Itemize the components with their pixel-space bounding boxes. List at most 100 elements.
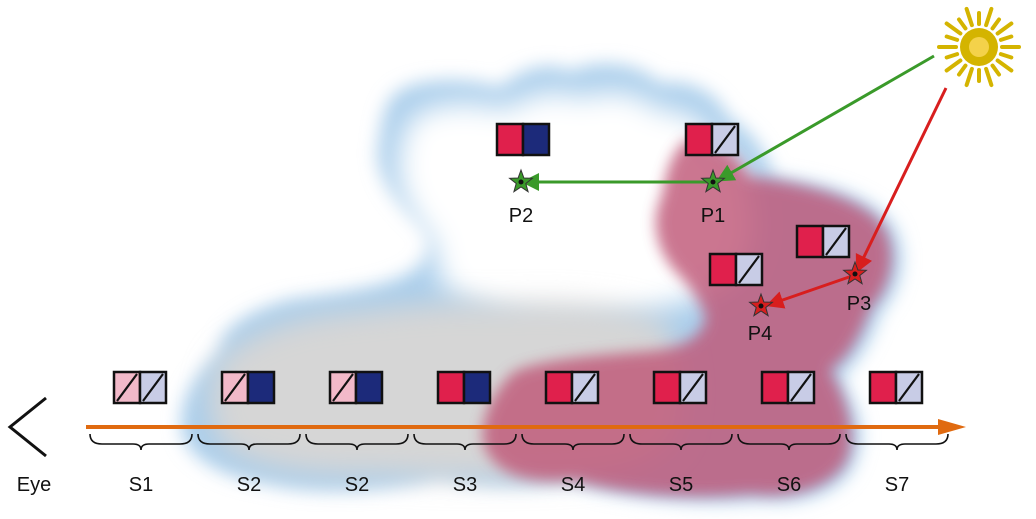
green-scatter-path [521, 54, 935, 191]
segment-label: S2 [345, 474, 369, 496]
segment-brace [305, 433, 409, 451]
segment: S7 [845, 370, 949, 496]
glyph-slash [682, 373, 704, 402]
segment-glyph [328, 370, 384, 405]
sun-ray [995, 58, 1014, 73]
segment-label: S7 [885, 474, 909, 496]
star-center [710, 179, 716, 185]
sun-ray [964, 6, 974, 28]
sun-ray [944, 58, 963, 73]
segment: S6 [737, 370, 841, 496]
segment-brace [89, 433, 193, 451]
segment-brace [197, 433, 301, 451]
segment: S2 [305, 370, 409, 496]
scatter-point-p4: P4 [748, 292, 774, 345]
segment-label: S6 [777, 474, 801, 496]
glyph-slash [332, 373, 354, 402]
eye-label: Eye [17, 474, 51, 496]
glyph-left-cell [708, 252, 738, 287]
glyph-slash [825, 227, 847, 256]
glyph-slash [738, 255, 760, 284]
segment: S4 [521, 370, 625, 496]
sun-ray [984, 6, 994, 28]
sun-core [969, 37, 989, 57]
sun-ray [944, 21, 963, 36]
glyph-slash [142, 373, 164, 402]
glyph-slash [574, 373, 596, 402]
glyph-right-cell [462, 370, 492, 405]
segment-glyph [436, 370, 492, 405]
segment: S5 [629, 370, 733, 496]
scatter-point-p2: P2 [508, 168, 534, 227]
star-center [852, 271, 858, 277]
glyph-right-cell [521, 122, 551, 157]
sun-ray [944, 34, 960, 42]
red-ray-p3-to-p4 [765, 274, 853, 309]
glyph-right-cell [354, 370, 384, 405]
sun-ray [990, 63, 1001, 77]
star-center [518, 179, 524, 185]
glyph-slash [116, 373, 138, 402]
glyph-left-cell [544, 370, 574, 405]
glyph-left-cell [652, 370, 682, 405]
eye: Eye [7, 396, 51, 496]
sun-ray [990, 17, 1001, 31]
segment-glyph [112, 370, 168, 405]
segment-glyph [544, 370, 600, 405]
segment-label: S2 [237, 474, 261, 496]
segment: S3 [413, 370, 517, 496]
star-center [758, 303, 764, 309]
point-label: P2 [509, 205, 533, 227]
glyph-p3 [795, 224, 851, 259]
scatter-point-p3: P3 [842, 260, 871, 315]
segment-glyph [760, 370, 816, 405]
segment-label: S1 [129, 474, 153, 496]
segment-glyph [220, 370, 276, 405]
glyph-p1 [684, 122, 740, 157]
red-ray-sun-to-p3 [855, 87, 948, 274]
sun-ray [995, 21, 1014, 36]
glyph-slash [898, 373, 920, 402]
sun-ray [998, 52, 1014, 60]
glyph-slash [224, 373, 246, 402]
line-of-sight [86, 419, 966, 435]
segment-label: S3 [453, 474, 477, 496]
point-label: P1 [701, 205, 725, 227]
glyph-slash [714, 125, 736, 154]
segment-brace [737, 433, 841, 451]
glyph-left-cell [760, 370, 790, 405]
glyph-p4 [708, 252, 764, 287]
segment-glyph [652, 370, 708, 405]
cloud-white-core [397, 91, 753, 322]
segment-brace [413, 433, 517, 451]
sun-ray [944, 52, 960, 60]
segment: S1 [89, 370, 193, 496]
segment-label: S5 [669, 474, 693, 496]
sun-icon [937, 6, 1021, 88]
eye-ray-arrowhead [938, 419, 966, 435]
segment: S2 [197, 370, 301, 496]
glyph-left-cell [868, 370, 898, 405]
sun-ray [998, 34, 1014, 42]
glyph-left-cell [436, 370, 466, 405]
segment-glyph [868, 370, 924, 405]
segment-brace [521, 433, 625, 451]
eye-chevron-icon [7, 396, 47, 458]
sun-ray [957, 63, 968, 77]
glyph-p2 [495, 122, 551, 157]
glyph-slash [790, 373, 812, 402]
point-label: P4 [748, 323, 772, 345]
red-scatter-path [765, 87, 948, 309]
segment-brace [629, 433, 733, 451]
sun-ray [984, 66, 994, 88]
path-segments: S1 S2 S2 S3 S4 S5 S6 S7 [89, 370, 949, 496]
glyph-left-cell [684, 122, 714, 157]
cloud-shadow-region [482, 140, 892, 497]
glyph-left-cell [495, 122, 525, 157]
segment-label: S4 [561, 474, 585, 496]
segment-brace [845, 433, 949, 451]
point-glyphs [495, 122, 851, 287]
sun-ray [957, 17, 968, 31]
green-ray-sun-to-p1 [716, 54, 935, 182]
